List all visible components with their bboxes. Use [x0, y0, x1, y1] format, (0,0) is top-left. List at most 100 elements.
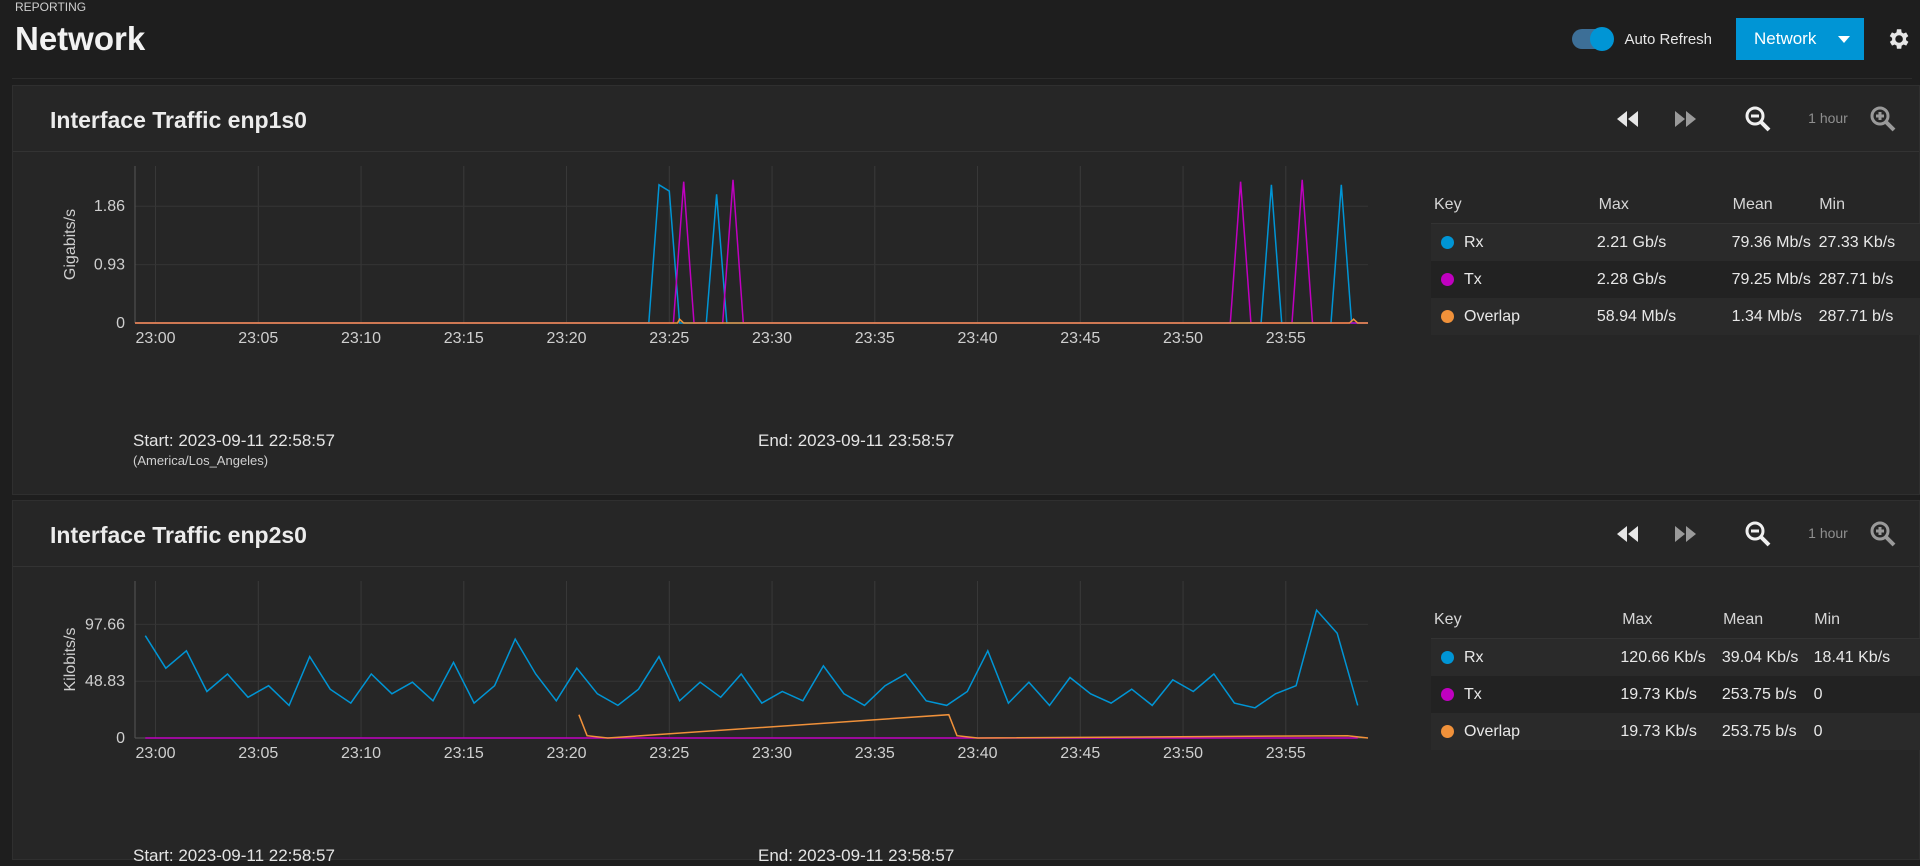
auto-refresh-label: Auto Refresh: [1624, 30, 1712, 48]
legend-min: 0: [1813, 685, 1823, 703]
legend-key-label: Rx: [1464, 233, 1484, 251]
card-header: Interface Traffic enp2s0 1 hour: [13, 501, 1919, 567]
legend-header-mean: Mean: [1732, 195, 1773, 213]
header-toolbar: Auto Refresh Network: [1572, 18, 1920, 60]
zoom-in-icon[interactable]: [1868, 104, 1898, 134]
legend-key: Overlap: [1431, 723, 1620, 741]
x-tick-label: 23:00: [136, 745, 176, 762]
y-axis-label: Gigabits/s: [62, 209, 79, 280]
start-label: Start: 2023-09-11 22:58:57: [133, 431, 335, 450]
traffic-chart: 23:00 23:05 23:10 23:15 23:20 23:25 23:30 23:35…: [62, 581, 1369, 762]
rewind-icon[interactable]: [1613, 519, 1643, 549]
legend-key-label: Rx: [1464, 648, 1484, 666]
x-tick-label: 23:20: [547, 330, 587, 347]
legend-row-overlap[interactable]: Overlap 58.94 Mb/s 1.34 Mb/s 287.71 b/s: [1431, 298, 1920, 335]
series-line-overlap: [135, 317, 1368, 324]
fast-forward-icon[interactable]: [1671, 104, 1701, 134]
legend-min: 287.71 b/s: [1818, 270, 1894, 288]
x-tick-label: 23:00: [136, 330, 176, 347]
series-line-overlap: [578, 713, 1369, 739]
legend-header-max: Max: [1598, 195, 1629, 213]
x-tick-label: 23:35: [855, 745, 895, 762]
legend-key-label: Tx: [1464, 270, 1482, 288]
end-time: End: 2023-09-11 23:58:57: [758, 846, 955, 865]
legend-min: 18.41 Kb/s: [1813, 648, 1891, 666]
toggle-knob: [1590, 27, 1615, 51]
zoom-out-icon[interactable]: [1743, 104, 1773, 134]
legend-mean: 79.36 Mb/s: [1731, 233, 1811, 251]
chart-legend: Key Max Mean Min Rx 120.66 Kb/s 39.04 Kb/s 18.4…: [1431, 601, 1920, 750]
series-line-rx: [144, 608, 1359, 709]
card-header: Interface Traffic enp1s0 1 hour: [13, 86, 1919, 152]
legend-max: 120.66 Kb/s: [1620, 648, 1706, 666]
network-dropdown-button[interactable]: Network: [1736, 18, 1864, 60]
legend-key-label: Overlap: [1464, 307, 1521, 325]
gear-icon[interactable]: [1876, 18, 1920, 60]
page-title: Network: [15, 20, 146, 57]
legend-dot: [1441, 236, 1454, 249]
zoom-in-icon[interactable]: [1868, 519, 1898, 549]
header-divider: [12, 78, 1912, 79]
legend-row-rx[interactable]: Rx 120.66 Kb/s 39.04 Kb/s 18.41 Kb/s: [1431, 639, 1920, 676]
x-tick-label: 23:20: [547, 745, 587, 762]
x-tick-label: 23:05: [238, 330, 278, 347]
legend-header-min: Min: [1814, 610, 1841, 628]
y-tick-label: 0.93: [94, 257, 125, 274]
legend-header-key: Key: [1434, 610, 1462, 628]
legend-key: Rx: [1431, 649, 1620, 667]
legend-header: Key Max Mean Min: [1431, 186, 1920, 224]
x-tick-label: 23:55: [1266, 330, 1306, 347]
x-tick-label: 23:45: [1060, 745, 1100, 762]
zoom-out-icon[interactable]: [1743, 519, 1773, 549]
legend-key: Overlap: [1431, 308, 1597, 326]
legend-mean: 79.25 Mb/s: [1731, 270, 1811, 288]
legend-max: 19.73 Kb/s: [1620, 685, 1697, 703]
legend-key-label: Tx: [1464, 685, 1482, 703]
card-title: Interface Traffic enp1s0: [50, 107, 307, 133]
caret-down-icon: [1838, 35, 1850, 43]
legend-header: Key Max Mean Min: [1431, 601, 1920, 639]
chart-card-enp1s0: Interface Traffic enp1s0 1 hour 23:00 23:…: [12, 85, 1920, 495]
network-button-label: Network: [1754, 29, 1817, 48]
x-tick-label: 23:30: [752, 745, 792, 762]
timezone-label: (America/Los_Angeles): [133, 453, 269, 468]
legend-row-tx[interactable]: Tx 2.28 Gb/s 79.25 Mb/s 287.71 b/s: [1431, 261, 1920, 298]
y-tick-label: 0: [116, 315, 125, 332]
x-tick-label: 23:15: [444, 330, 484, 347]
y-tick-label: 97.66: [85, 616, 125, 633]
card-title: Interface Traffic enp2s0: [50, 522, 307, 548]
rewind-icon[interactable]: [1613, 104, 1643, 134]
x-tick-label: 23:30: [752, 330, 792, 347]
legend-dot: [1441, 651, 1454, 664]
x-tick-label: 23:35: [855, 330, 895, 347]
x-tick-label: 23:10: [341, 330, 381, 347]
legend-mean: 253.75 b/s: [1721, 685, 1797, 703]
x-tick-label: 23:05: [238, 745, 278, 762]
y-tick-label: 1.86: [94, 198, 125, 215]
legend-header-mean: Mean: [1723, 610, 1764, 628]
legend-header-min: Min: [1819, 195, 1845, 213]
legend-max: 2.28 Gb/s: [1596, 270, 1667, 288]
start-time: Start: 2023-09-11 22:58:57: [133, 846, 335, 865]
legend-row-overlap[interactable]: Overlap 19.73 Kb/s 253.75 b/s 0: [1431, 713, 1920, 750]
x-tick-label: 23:50: [1163, 745, 1203, 762]
legend-dot: [1441, 725, 1454, 738]
x-tick-label: 23:25: [649, 330, 689, 347]
x-tick-label: 23:40: [958, 745, 998, 762]
breadcrumb: REPORTING: [15, 0, 87, 14]
legend-key: Rx: [1431, 234, 1597, 252]
legend-dot: [1441, 310, 1454, 323]
time-range-label: 1 hour: [1808, 110, 1848, 126]
legend-header-key: Key: [1434, 195, 1462, 213]
legend-row-rx[interactable]: Rx 2.21 Gb/s 79.36 Mb/s 27.33 Kb/s: [1431, 224, 1920, 261]
chart-legend: Key Max Mean Min Rx 2.21 Gb/s 79.36 Mb/s 27.33 …: [1431, 186, 1920, 335]
legend-mean: 39.04 Kb/s: [1721, 648, 1799, 666]
x-tick-label: 23:50: [1163, 330, 1203, 347]
traffic-chart: 23:00 23:05 23:10 23:15 23:20 23:25 23:30 23:35…: [62, 166, 1368, 347]
start-time: Start: 2023-09-11 22:58:57 (America/Los_A…: [133, 431, 335, 468]
end-time: End: 2023-09-11 23:58:57: [758, 431, 955, 450]
auto-refresh-toggle[interactable]: [1572, 27, 1615, 51]
x-tick-label: 23:10: [341, 745, 381, 762]
legend-row-tx[interactable]: Tx 19.73 Kb/s 253.75 b/s 0: [1431, 676, 1920, 713]
fast-forward-icon[interactable]: [1671, 519, 1701, 549]
